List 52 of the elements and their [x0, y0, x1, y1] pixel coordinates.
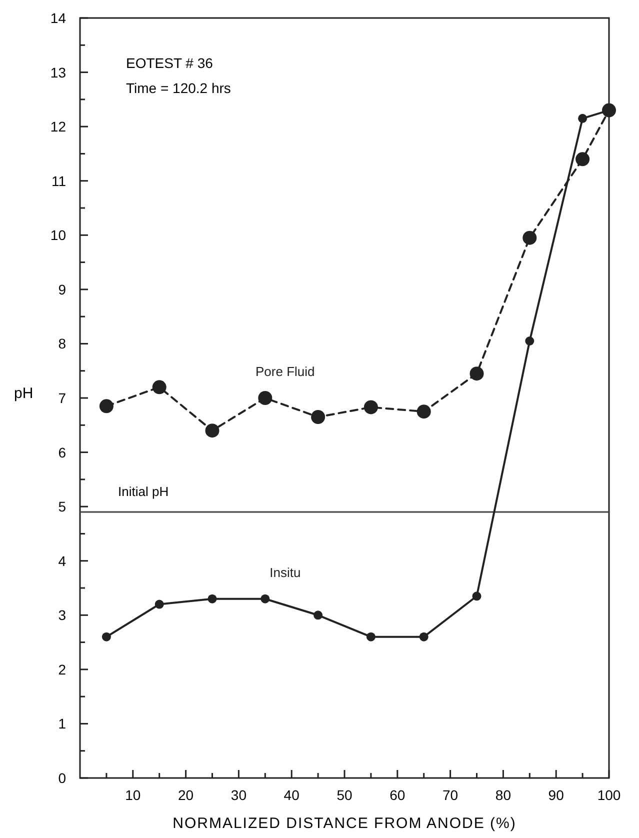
- y-tick-label: 8: [58, 336, 66, 352]
- series-label: Pore Fluid: [256, 364, 315, 379]
- y-tick-label: 4: [58, 552, 66, 569]
- point: [364, 400, 378, 414]
- y-tick-label: 5: [58, 498, 66, 515]
- x-tick-label: 60: [390, 787, 406, 803]
- point: [99, 399, 114, 414]
- point: [525, 336, 534, 346]
- x-tick-label: 50: [336, 787, 352, 803]
- x-tick-label: 10: [125, 787, 141, 803]
- x-tick-label: 70: [442, 787, 458, 803]
- point: [102, 632, 111, 642]
- x-tick-label: 40: [284, 787, 300, 803]
- y-tick-label: 2: [58, 661, 66, 678]
- point: [152, 380, 166, 394]
- x-tick-label: 20: [178, 787, 194, 803]
- point: [311, 410, 326, 424]
- y-tick-label: 3: [58, 607, 66, 624]
- point: [472, 592, 482, 601]
- y-tick-label: 10: [50, 227, 66, 244]
- point: [366, 632, 376, 642]
- x-axis-title: NORMALIZED DISTANCE FROM ANODE (%): [172, 815, 516, 832]
- y-tick-label: 0: [58, 770, 66, 786]
- annotation: EOTEST # 36: [126, 55, 214, 71]
- point: [208, 594, 217, 604]
- y-tick-label: 7: [58, 390, 66, 406]
- y-tick-label: 13: [50, 64, 66, 80]
- annotation: Time = 120.2 hrs: [126, 80, 231, 96]
- point: [314, 610, 323, 620]
- x-tick-label: 90: [548, 787, 564, 803]
- y-axis-title: pH: [14, 385, 34, 402]
- point: [258, 391, 272, 405]
- y-tick-label: 1: [58, 716, 66, 732]
- y-tick-label: 12: [50, 118, 66, 135]
- y-tick-label: 11: [51, 172, 66, 189]
- point: [470, 366, 484, 381]
- y-tick-label: 6: [58, 444, 66, 460]
- y-tick-label: 14: [50, 10, 66, 26]
- series-label: Insitu: [270, 564, 301, 580]
- ref-line-label: Initial pH: [118, 484, 169, 499]
- point: [578, 114, 588, 123]
- y-tick-label: 9: [58, 281, 66, 298]
- x-tick-label: 80: [495, 787, 512, 803]
- point: [419, 632, 428, 642]
- x-tick-label: 30: [230, 787, 247, 803]
- point: [522, 230, 537, 245]
- point: [205, 424, 220, 438]
- point: [416, 404, 431, 419]
- point: [154, 600, 164, 609]
- point: [260, 594, 270, 604]
- x-tick-label: 100: [597, 787, 621, 803]
- point: [576, 152, 590, 166]
